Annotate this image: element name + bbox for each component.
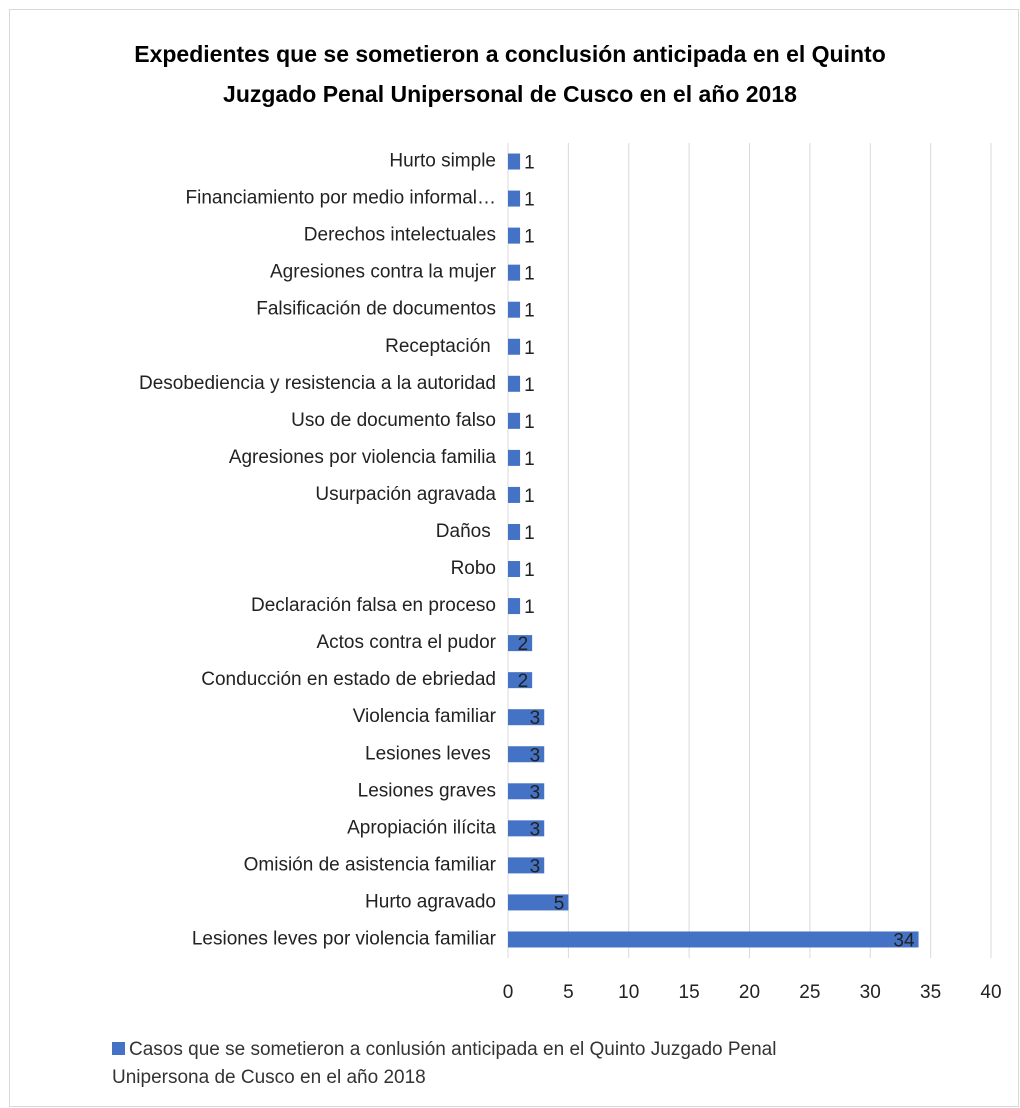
y-tick-label: Receptación bbox=[385, 336, 496, 357]
y-tick-label: Usurpación agravada bbox=[315, 484, 496, 505]
bar bbox=[508, 338, 521, 355]
y-tick-label: Lesiones leves por violencia familiar bbox=[192, 928, 497, 949]
bar bbox=[508, 709, 545, 726]
data-label: 3 bbox=[530, 819, 541, 840]
bar bbox=[508, 486, 521, 503]
legend-swatch bbox=[112, 1042, 125, 1055]
data-label: 3 bbox=[530, 782, 541, 803]
data-label: 1 bbox=[524, 412, 535, 433]
data-label: 1 bbox=[524, 523, 535, 544]
bar bbox=[508, 931, 919, 948]
x-tick-label: 15 bbox=[679, 982, 700, 1003]
y-tick-label: Violencia familiar bbox=[353, 706, 497, 727]
y-tick-label: Actos contra el pudor bbox=[316, 632, 496, 653]
data-label: 1 bbox=[524, 375, 535, 396]
y-tick-label: Uso de documento falso bbox=[291, 410, 496, 431]
bar bbox=[508, 375, 521, 392]
y-tick-label: Declaración falsa en proceso bbox=[251, 595, 496, 616]
data-label: 1 bbox=[524, 560, 535, 581]
y-tick-label: Omisión de asistencia familiar bbox=[244, 854, 497, 875]
data-label: 1 bbox=[524, 264, 535, 285]
data-label: 3 bbox=[530, 856, 541, 877]
chart-title: Expedientes que se sometieron a conclusi… bbox=[134, 41, 886, 107]
x-tick-label: 25 bbox=[799, 982, 820, 1003]
bar bbox=[508, 449, 521, 466]
x-tick-label: 35 bbox=[920, 982, 941, 1003]
data-label: 1 bbox=[524, 486, 535, 507]
bar bbox=[508, 227, 521, 244]
y-tick-label: Financiamiento por medio informal… bbox=[186, 188, 496, 209]
bar bbox=[508, 783, 545, 800]
y-tick-label: Desobediencia y resistencia a la autorid… bbox=[139, 373, 496, 394]
bar bbox=[508, 412, 521, 429]
bar bbox=[508, 523, 521, 540]
data-label: 1 bbox=[524, 301, 535, 322]
bar bbox=[508, 746, 545, 763]
bar bbox=[508, 857, 545, 874]
data-label: 2 bbox=[518, 671, 529, 692]
y-tick-label: Hurto simple bbox=[389, 151, 496, 172]
y-tick-label: Robo bbox=[451, 558, 496, 579]
data-label: 1 bbox=[524, 153, 535, 174]
bar bbox=[508, 264, 521, 281]
bar bbox=[508, 561, 521, 578]
y-tick-label: Falsificación de documentos bbox=[256, 299, 496, 320]
data-label: 3 bbox=[530, 708, 541, 729]
data-label: 5 bbox=[554, 893, 565, 914]
bar bbox=[508, 894, 569, 911]
y-tick-label: Lesiones graves bbox=[358, 780, 496, 801]
bar bbox=[508, 153, 521, 170]
bar bbox=[508, 820, 545, 837]
x-tick-label: 10 bbox=[618, 982, 639, 1003]
data-label: 1 bbox=[524, 338, 535, 359]
bar bbox=[508, 190, 521, 207]
y-tick-label: Derechos intelectuales bbox=[304, 225, 496, 246]
legend: Casos que se sometieron a conlusión anti… bbox=[112, 1036, 812, 1092]
x-tick-label: 5 bbox=[563, 982, 574, 1003]
data-label: 1 bbox=[524, 449, 535, 470]
bar bbox=[508, 672, 533, 689]
bar bbox=[508, 301, 521, 318]
data-label: 2 bbox=[518, 634, 529, 655]
data-label: 1 bbox=[524, 190, 535, 211]
y-tick-label: Apropiación ilícita bbox=[347, 817, 496, 838]
x-tick-label: 40 bbox=[980, 982, 1001, 1003]
data-label: 1 bbox=[524, 227, 535, 248]
data-label: 34 bbox=[893, 930, 915, 951]
x-tick-label: 0 bbox=[503, 982, 514, 1003]
y-tick-label: Daños bbox=[436, 521, 496, 542]
y-tick-label: Lesiones leves bbox=[365, 743, 496, 764]
y-tick-label: Hurto agravado bbox=[365, 891, 496, 912]
x-tick-label: 30 bbox=[860, 982, 881, 1003]
y-tick-label: Conducción en estado de ebriedad bbox=[201, 669, 496, 690]
bar bbox=[508, 598, 521, 615]
chart-frame bbox=[9, 9, 1019, 1107]
x-tick-label: 20 bbox=[739, 982, 760, 1003]
bar bbox=[508, 635, 533, 652]
y-tick-label: Agresiones por violencia familia bbox=[229, 447, 497, 468]
y-tick-label: Agresiones contra la mujer bbox=[270, 262, 497, 283]
legend-label: Casos que se sometieron a conlusión anti… bbox=[112, 1039, 777, 1088]
data-label: 3 bbox=[530, 745, 541, 766]
data-label: 1 bbox=[524, 597, 535, 618]
